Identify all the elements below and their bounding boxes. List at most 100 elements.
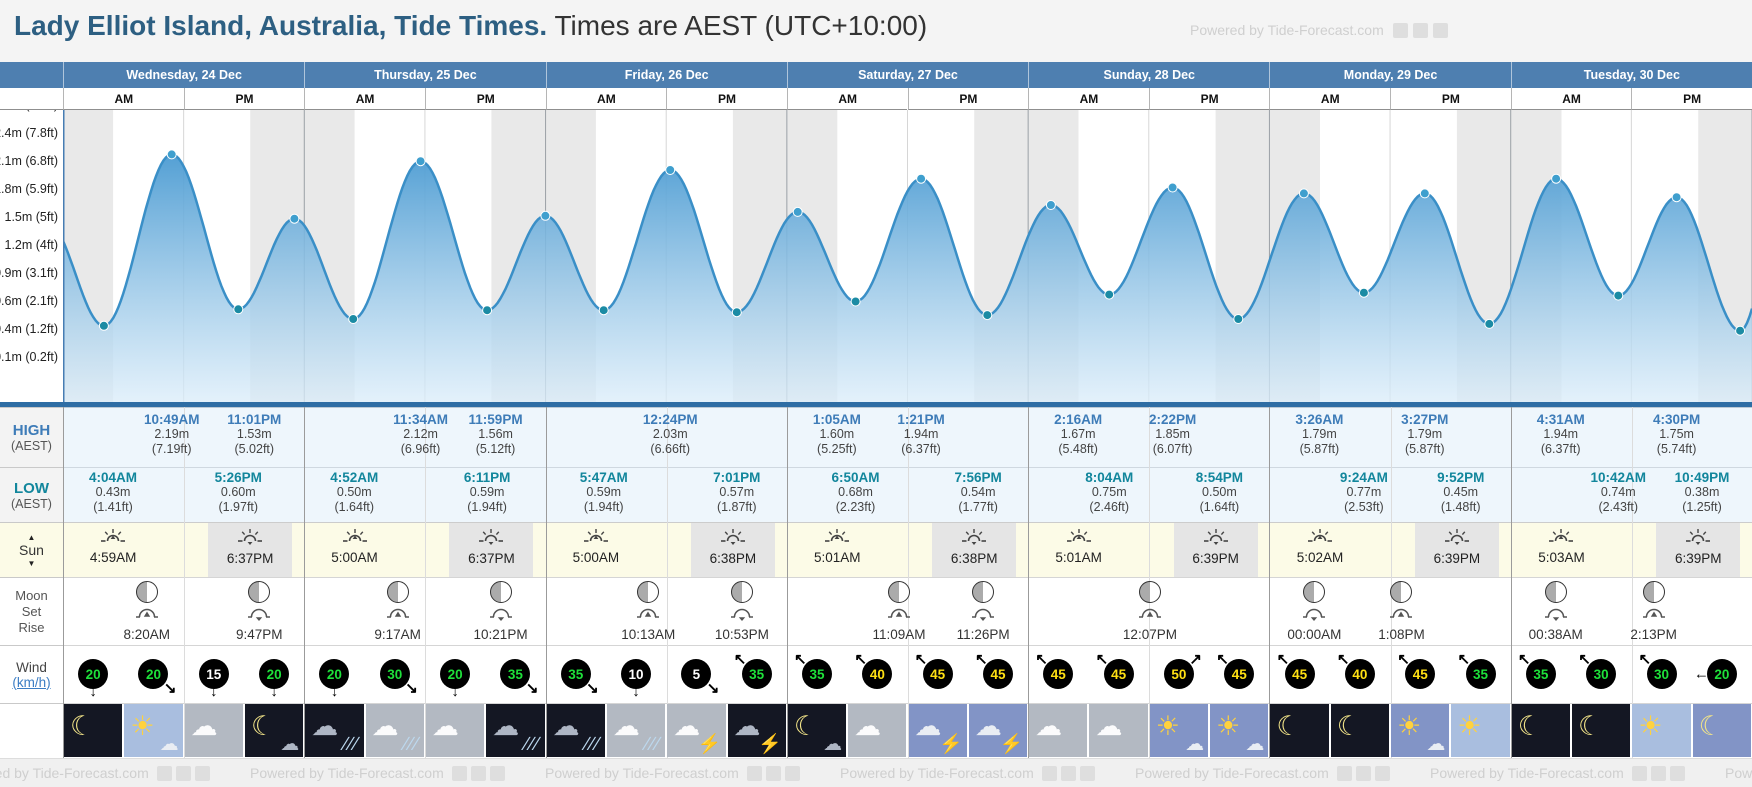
half-day-divider [907,577,909,645]
collapse-down-icon[interactable]: ▼ [27,558,36,568]
wind-direction-arrow: ↘ [405,680,418,697]
low-tide-event: 5:47AM 0.59m (1.94ft) [549,470,659,515]
wind-speed-value: 45 [1111,666,1127,682]
wind-speed-badge: 35 ↘ [500,659,538,696]
watermark-badge[interactable] [1060,765,1076,781]
sunrise-event: 5:03AM [1521,529,1601,565]
tide-height-ft: (1.64ft) [334,500,375,514]
low-tide-event: 7:01PM 0.57m (1.87ft) [682,470,792,515]
cloud-glyph: ☁ [612,711,640,741]
half-day-divider [1390,577,1392,645]
cloud-glyph: ☁ [974,711,1002,741]
wind-direction-arrow: ↓ [89,683,97,700]
tide-height-m: 2.03m [652,427,688,441]
day-column-borders [786,577,1028,645]
watermark-text: Powered by Tide-Forecast.com [1430,765,1624,781]
moonrise-icon [1612,606,1696,627]
moon-glyph: ☾ [70,711,95,741]
wind-speed-badge: 50 ↗ [1163,652,1202,689]
moon-row-label: Moon Set Rise [0,577,63,645]
wind-direction-arrow: ↖ [1035,651,1048,668]
cloud-glyph: ☁ [1245,734,1265,755]
high-tide-event: 10:49AM 2.19m (7.19ft) [117,412,227,457]
location-title: Lady Elliot Island, Australia, Tide Time… [14,10,548,41]
watermark-badge[interactable] [470,765,486,781]
wind-speed-badge: 20 ↓ [259,659,290,699]
sunrise-event: 5:01AM [797,529,877,565]
tide-height-m: 0.57m [719,485,755,499]
watermark-badge[interactable] [765,765,781,781]
wind-speed-badge: 5 ↘ [681,659,719,696]
watermark-badge[interactable] [1041,765,1057,781]
day-column-borders [63,467,304,522]
moon-phase-icon [135,581,158,603]
wind-speed-badge: 45 ↖ [1397,652,1436,689]
watermark-badge[interactable] [1412,22,1428,38]
wind-speed-value: 40 [1352,666,1368,682]
day-header: Wednesday, 24 Dec [63,62,305,88]
tide-height-ft: (1.94ft) [467,500,507,514]
watermark-badge[interactable] [451,765,467,781]
moon-set-event: 10:53PM [700,581,784,642]
tide-time: 3:26AM [1295,412,1344,427]
y-axis-label: 1.8m (5.9ft) [0,182,58,196]
watermark-badge[interactable] [1392,22,1408,38]
day-column-borders [545,522,787,577]
tide-height-m: 2.19m [154,427,190,441]
wind-direction-arrow: ↓ [632,683,640,700]
tide-height-m: 1.75m [1659,427,1694,441]
weather-icon-cloud-rain: ☁ ∕∕∕ [546,704,605,757]
wind-direction-arrow: ↖ [1336,651,1350,668]
watermark-badge[interactable] [1374,765,1390,781]
moon-phase-icon [1642,581,1665,603]
moon-set-time: 11:26PM [956,627,1010,642]
watermark-badge[interactable] [489,765,505,781]
tide-time: 10:49AM [143,412,200,427]
half-day-divider [184,577,186,645]
tide-time: 3:27PM [1401,412,1449,427]
half-day-divider [1390,407,1392,467]
watermark-badge[interactable] [1650,765,1666,781]
moonset-icon [700,606,784,627]
y-axis-label: 2.4m (7.8ft) [0,126,58,140]
tide-time: 11:59PM [468,412,523,427]
day-header: Thursday, 25 Dec [304,62,546,88]
moon-phase-icon [1138,581,1161,603]
sunset-icon [693,529,773,550]
watermark-badge[interactable] [784,765,800,781]
cloud-glyph: ☁ [311,711,339,741]
sunset-event: 6:37PM [210,529,290,566]
moon-set-time: 00:38AM [1528,627,1583,642]
day-column-borders [1510,467,1752,522]
day-header: Friday, 26 Dec [545,62,787,88]
watermark-badge[interactable] [175,765,191,781]
wind-speed-value: 35 [507,666,523,682]
moon-rise-event: 8:20AM [105,581,189,642]
watermark-badge[interactable] [746,765,762,781]
timezone-note: Times are AEST (UTC+10:00) [547,10,928,41]
watermark-badge[interactable] [1669,765,1685,781]
half-day-divider [1149,522,1151,577]
low-row-label: LOW (AEST) [0,467,63,522]
watermark-badge[interactable] [194,765,210,781]
wind-speed-value: 45 [1412,666,1428,682]
watermark-badge[interactable] [1631,765,1647,781]
chart-baseline [0,402,1752,407]
sunset-event: 6:38PM [934,529,1014,566]
watermark-badge[interactable] [1432,22,1448,38]
sunrise-event: 4:59AM [73,529,153,565]
tide-curve-svg [61,110,1752,407]
watermark-badge[interactable] [1079,765,1095,781]
watermark-badge[interactable] [1336,765,1352,781]
collapse-up-icon[interactable]: ▲ [27,532,36,542]
low-tide-event: 4:52AM 0.50m (1.64ft) [299,470,409,515]
tide-time: 5:47AM [579,470,628,485]
watermark-badge[interactable] [156,765,172,781]
kmh-unit-link[interactable]: (km/h) [12,674,51,690]
high-timezone: (AEST) [11,439,52,453]
sunset-event: 6:39PM [1176,529,1256,566]
sunset-time: 6:39PM [1433,551,1481,566]
tide-height-ft: (1.25ft) [1682,500,1722,514]
weather-icon-sun-cloud: ☀ ☁ [1149,704,1209,757]
watermark-badge[interactable] [1355,765,1371,781]
